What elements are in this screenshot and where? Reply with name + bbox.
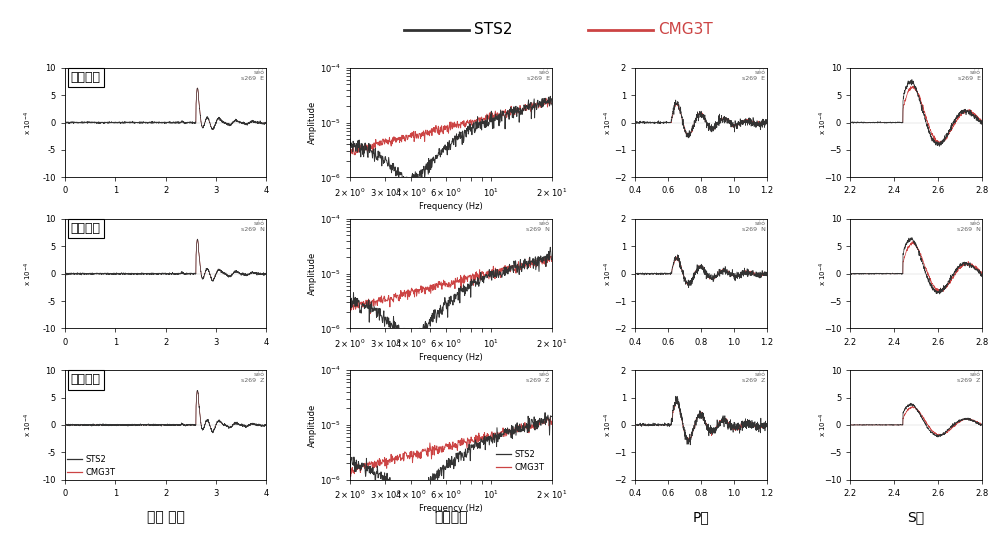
Text: P파: P파 [693,511,709,525]
Text: S파: S파 [907,511,924,525]
Text: STS2: STS2 [474,22,512,37]
Text: séó
s269  N: séó s269 N [525,221,549,232]
Text: x 10$^{-4}$: x 10$^{-4}$ [23,111,34,134]
Text: x 10$^{-4}$: x 10$^{-4}$ [23,262,34,286]
Text: 지진 파형: 지진 파형 [147,511,184,525]
Text: 수직성분: 수직성분 [71,373,101,386]
Text: séó
s269  Z: séó s269 Z [742,372,766,383]
Text: 남북성분: 남북성분 [71,222,101,235]
Text: séó
s269  E: séó s269 E [743,70,766,81]
Text: CMG3T: CMG3T [658,22,713,37]
Text: séó
s269  Z: séó s269 Z [526,372,549,383]
Text: 스펙트럼: 스펙트럼 [434,511,468,525]
Legend: STS2, CMG3T: STS2, CMG3T [67,454,117,478]
Text: x 10$^{-4}$: x 10$^{-4}$ [819,262,830,286]
X-axis label: Frequency (Hz): Frequency (Hz) [419,202,483,210]
Y-axis label: Amplitude: Amplitude [308,403,317,447]
Legend: STS2, CMG3T: STS2, CMG3T [493,447,547,475]
Text: séó
s269  Z: séó s269 Z [957,372,981,383]
Text: séó
s269  E: séó s269 E [958,70,981,81]
Text: x 10$^{-4}$: x 10$^{-4}$ [819,413,830,437]
X-axis label: Frequency (Hz): Frequency (Hz) [419,504,483,513]
X-axis label: Frequency (Hz): Frequency (Hz) [419,353,483,362]
Y-axis label: Amplitude: Amplitude [308,252,317,295]
Text: x 10$^{-4}$: x 10$^{-4}$ [819,111,830,134]
Text: x 10$^{-4}$: x 10$^{-4}$ [603,413,614,437]
Text: x 10$^{-4}$: x 10$^{-4}$ [23,413,34,437]
Text: séó
s269  E: séó s269 E [241,70,264,81]
Text: 동서성분: 동서성분 [71,71,101,84]
Text: x 10$^{-4}$: x 10$^{-4}$ [603,262,614,286]
Text: séó
s269  N: séó s269 N [742,221,766,232]
Text: séó
s269  Z: séó s269 Z [241,372,264,383]
Text: séó
s269  E: séó s269 E [526,70,549,81]
Text: séó
s269  N: séó s269 N [957,221,981,232]
Text: séó
s269  N: séó s269 N [240,221,264,232]
Text: x 10$^{-4}$: x 10$^{-4}$ [603,111,614,134]
Y-axis label: Amplitude: Amplitude [308,101,317,144]
